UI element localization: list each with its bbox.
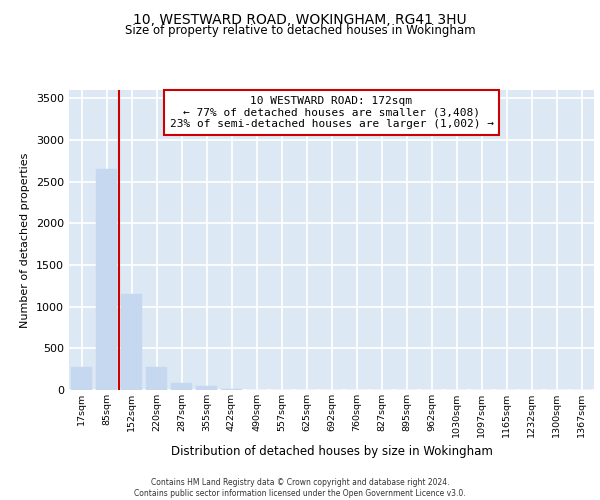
Y-axis label: Number of detached properties: Number of detached properties: [20, 152, 31, 328]
X-axis label: Distribution of detached houses by size in Wokingham: Distribution of detached houses by size …: [170, 446, 493, 458]
Bar: [121, 294, 142, 390]
Text: Size of property relative to detached houses in Wokingham: Size of property relative to detached ho…: [125, 24, 475, 37]
Bar: [146, 366, 167, 390]
Text: 10, WESTWARD ROAD, WOKINGHAM, RG41 3HU: 10, WESTWARD ROAD, WOKINGHAM, RG41 3HU: [133, 12, 467, 26]
Bar: [71, 367, 92, 390]
Bar: [171, 382, 192, 390]
Bar: [221, 388, 242, 390]
Bar: [96, 169, 117, 390]
Bar: [196, 386, 217, 390]
Text: Contains HM Land Registry data © Crown copyright and database right 2024.
Contai: Contains HM Land Registry data © Crown c…: [134, 478, 466, 498]
Text: 10 WESTWARD ROAD: 172sqm
← 77% of detached houses are smaller (3,408)
23% of sem: 10 WESTWARD ROAD: 172sqm ← 77% of detach…: [170, 96, 493, 129]
